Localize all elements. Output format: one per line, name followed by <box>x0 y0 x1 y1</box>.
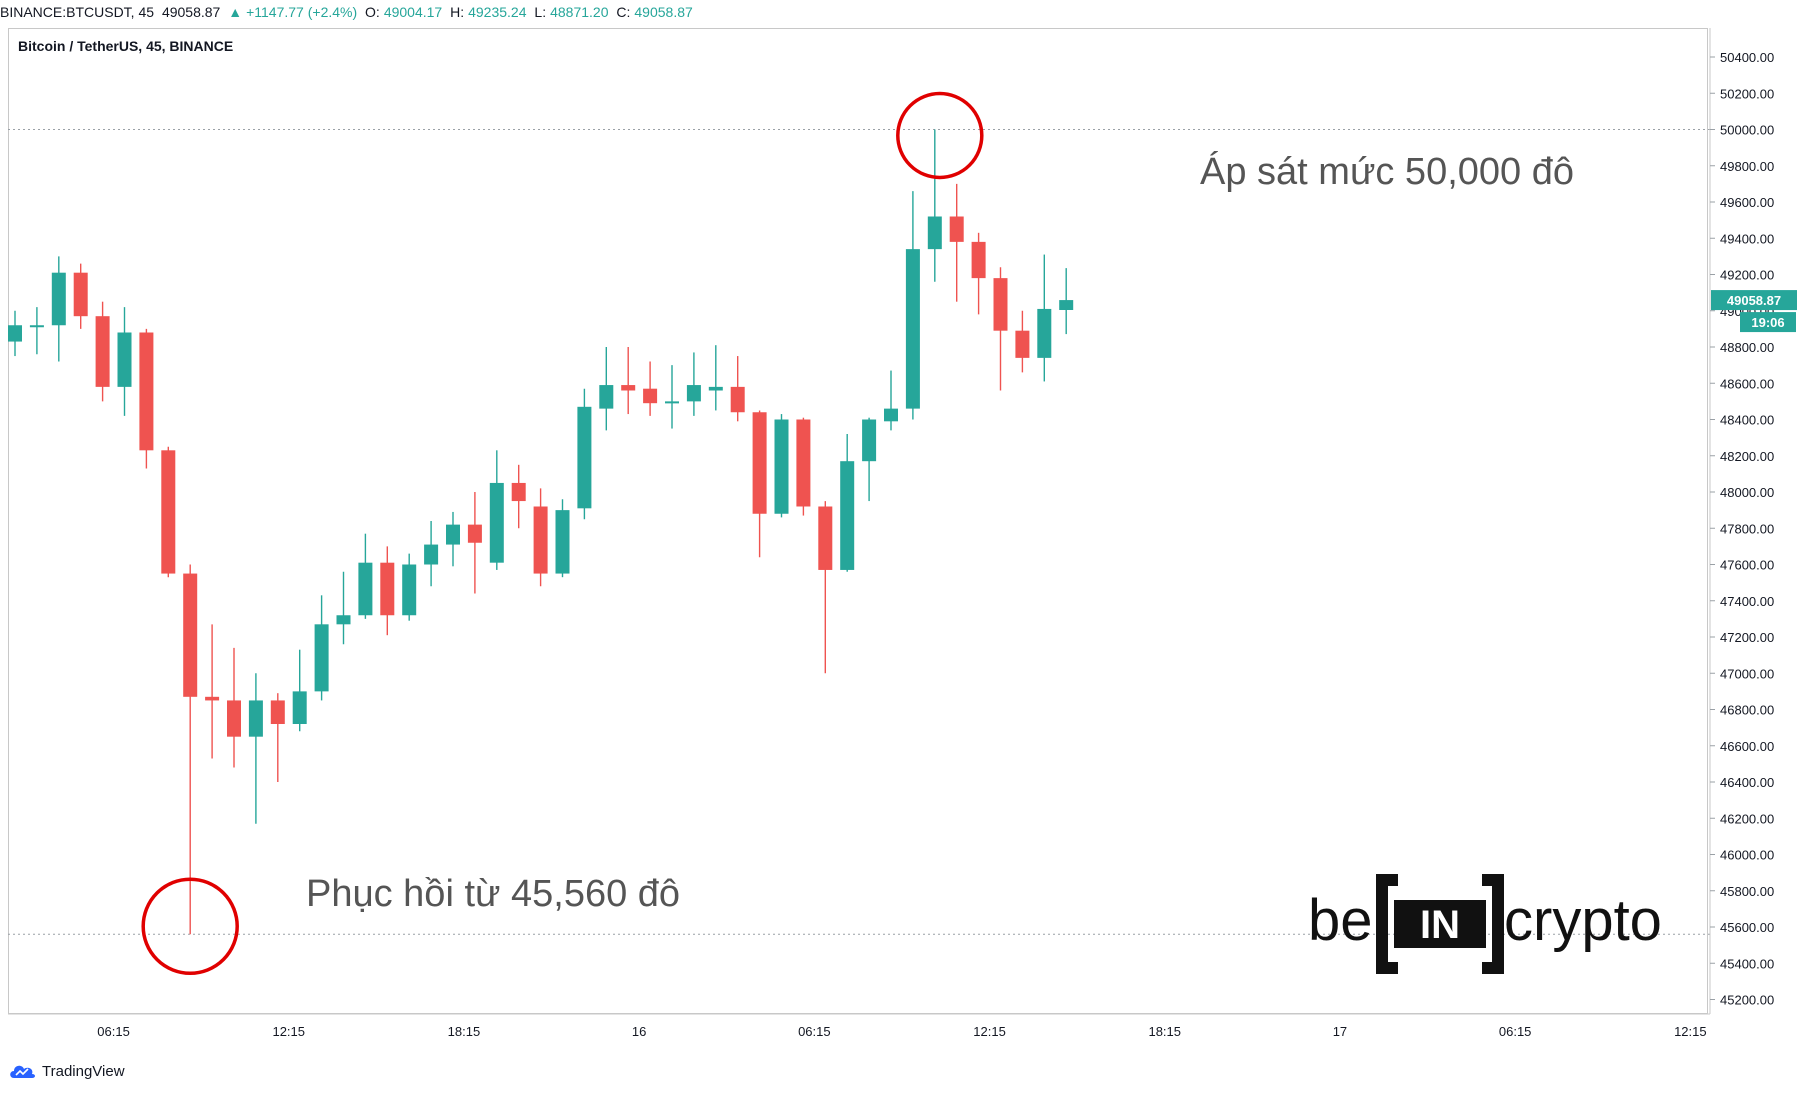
y-tick-label: 50000.00 <box>1720 123 1774 138</box>
tradingview-cloud-icon <box>10 1065 35 1078</box>
y-tick-label: 49800.00 <box>1720 159 1774 174</box>
y-tick-label: 48200.00 <box>1720 449 1774 464</box>
close-label: C: <box>616 4 631 20</box>
low-label: L: <box>534 4 547 20</box>
y-tick-label: 50200.00 <box>1720 86 1774 101</box>
price-change: +1147.77 (+2.4%) <box>246 4 358 20</box>
y-tick-label: 48800.00 <box>1720 340 1774 355</box>
y-tick-label: 46600.00 <box>1720 739 1774 754</box>
x-tick-label: 12:15 <box>973 1024 1006 1039</box>
open-value: 49004.17 <box>383 4 443 20</box>
symbol-header: BINANCE:BTCUSDT, 45 49058.87 ▲ +1147.77 (… <box>0 0 1797 26</box>
high-value: 49235.24 <box>468 4 527 20</box>
x-tick-label: 16 <box>632 1024 646 1039</box>
y-tick-label: 47200.00 <box>1720 630 1774 645</box>
y-tick-label: 45600.00 <box>1720 920 1774 935</box>
y-tick-label: 47400.00 <box>1720 594 1774 609</box>
y-tick-label: 47800.00 <box>1720 521 1774 536</box>
y-tick-label: 49600.00 <box>1720 195 1774 210</box>
chart-frame <box>8 28 1708 1014</box>
x-tick-label: 06:15 <box>798 1024 831 1039</box>
y-tick-label: 47600.00 <box>1720 558 1774 573</box>
x-tick-label: 12:15 <box>272 1024 305 1039</box>
close-value: 49058.87 <box>634 4 693 20</box>
y-tick-label: 49400.00 <box>1720 231 1774 246</box>
symbol-label[interactable]: BINANCE:BTCUSDT, 45 <box>0 4 155 20</box>
last-price: 49058.87 <box>161 4 221 20</box>
y-tick-label: 45200.00 <box>1720 993 1774 1008</box>
high-label: H: <box>450 4 465 20</box>
chart-legend: Bitcoin / TetherUS, 45, BINANCE <box>18 38 234 54</box>
tradingview-footer[interactable]: TradingView <box>8 1056 125 1086</box>
up-arrow-icon: ▲ <box>228 4 243 20</box>
y-tick-label: 46400.00 <box>1720 775 1774 790</box>
y-tick-label: 46800.00 <box>1720 703 1774 718</box>
x-tick-label: 18:15 <box>448 1024 481 1039</box>
x-tick-label: 18:15 <box>1148 1024 1181 1039</box>
x-tick-label: 12:15 <box>1674 1024 1707 1039</box>
last-price-tag <box>1711 290 1797 311</box>
y-tick-label: 48000.00 <box>1720 485 1774 500</box>
last-price-tag-label: 49058.87 <box>1727 293 1781 308</box>
low-value: 48871.20 <box>550 4 609 20</box>
y-tick-label: 46000.00 <box>1720 848 1774 863</box>
tradingview-brand: TradingView <box>42 1062 125 1080</box>
x-tick-label: 06:15 <box>97 1024 130 1039</box>
countdown-tag <box>1740 312 1796 333</box>
y-tick-label: 49200.00 <box>1720 268 1774 283</box>
y-tick-label: 47000.00 <box>1720 666 1774 681</box>
countdown-tag-label: 19:06 <box>1751 315 1784 330</box>
open-label: O: <box>365 4 380 20</box>
x-tick-label: 17 <box>1333 1024 1347 1039</box>
y-tick-label: 50400.00 <box>1720 50 1774 65</box>
y-tick-label: 48400.00 <box>1720 413 1774 428</box>
y-tick-label: 49000.00 <box>1720 304 1774 319</box>
y-tick-label: 48600.00 <box>1720 376 1774 391</box>
y-tick-label: 45800.00 <box>1720 884 1774 899</box>
x-tick-label: 06:15 <box>1499 1024 1532 1039</box>
y-tick-label: 45400.00 <box>1720 956 1774 971</box>
y-tick-label: 46200.00 <box>1720 811 1774 826</box>
